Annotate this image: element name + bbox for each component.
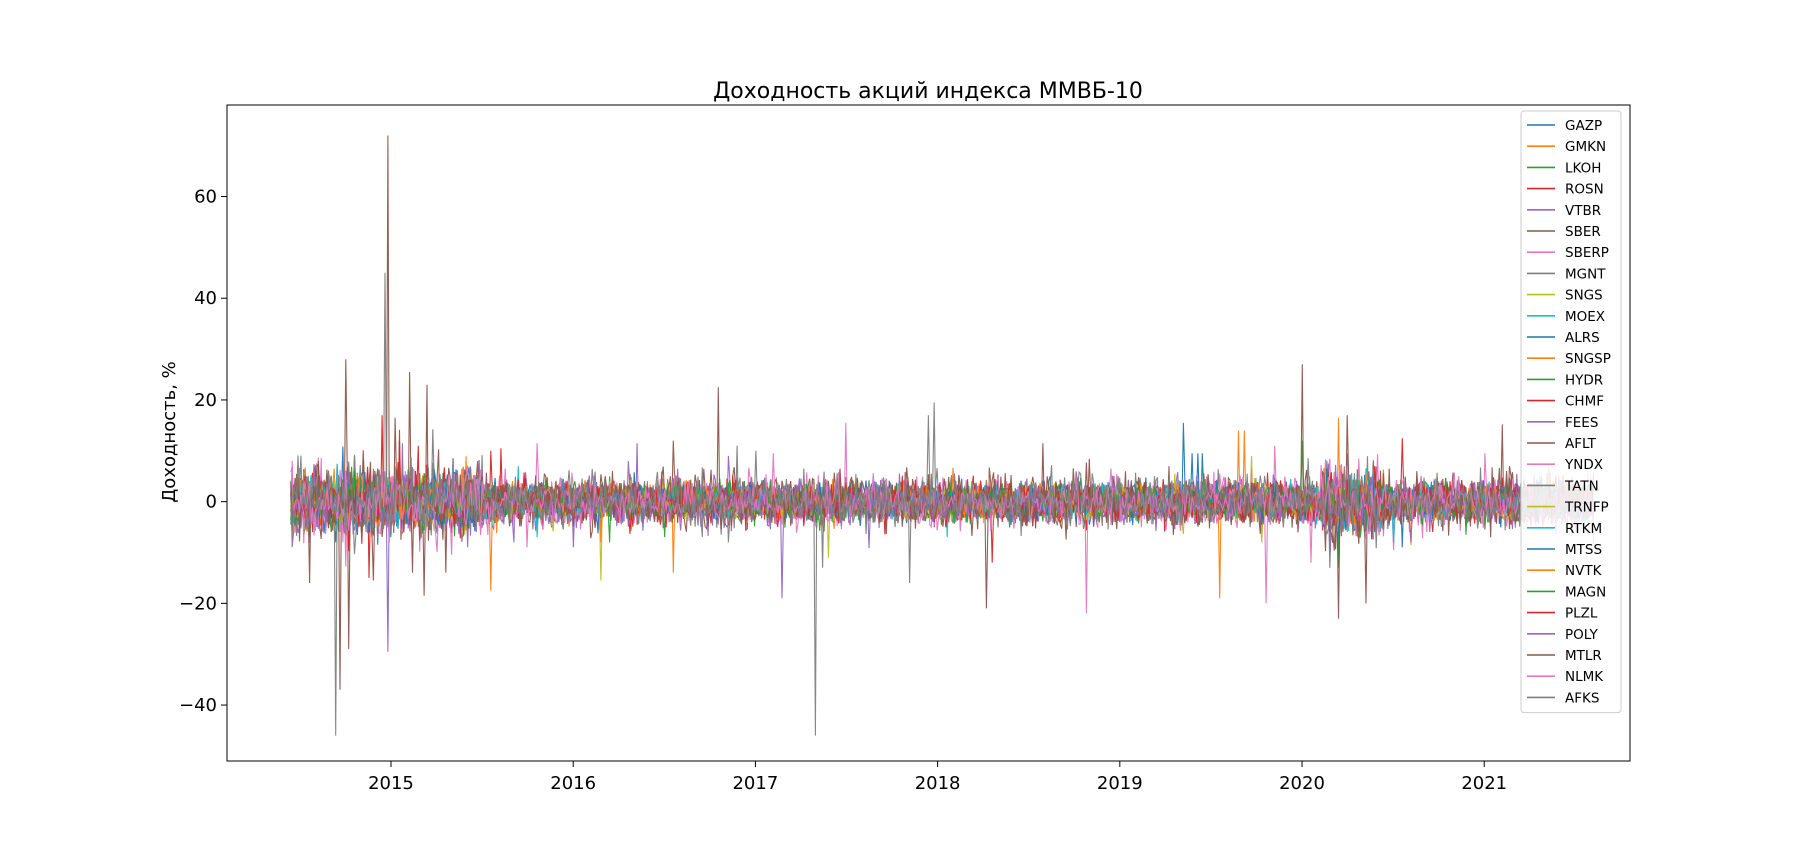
x-tick-label: 2019 bbox=[1097, 773, 1143, 794]
series-line-afks bbox=[290, 450, 1595, 554]
legend-label: SNGS bbox=[1565, 288, 1603, 304]
legend-label: PLZL bbox=[1565, 606, 1598, 622]
x-tick-label: 2018 bbox=[915, 773, 961, 794]
legend-label: MAGN bbox=[1565, 584, 1606, 600]
legend-label: POLY bbox=[1565, 627, 1598, 643]
legend-label: MTSS bbox=[1565, 542, 1602, 558]
x-tick-label: 2015 bbox=[368, 773, 414, 794]
legend-label: GMKN bbox=[1565, 139, 1606, 155]
legend-label: LKOH bbox=[1565, 160, 1601, 176]
y-tick-label: 60 bbox=[194, 187, 217, 208]
legend-label: AFKS bbox=[1565, 690, 1599, 706]
legend-box bbox=[1520, 110, 1622, 714]
legend-label: MOEX bbox=[1565, 309, 1605, 325]
legend-label: TRNFP bbox=[1564, 500, 1609, 516]
legend-label: ROSN bbox=[1565, 182, 1604, 198]
legend-label: YNDX bbox=[1564, 457, 1603, 473]
x-tick-label: 2016 bbox=[550, 773, 596, 794]
chart-title: Доходность акций индекса ММВБ-10 bbox=[713, 79, 1143, 104]
legend: GAZP GMKN LKOH ROSN VTBR SBER SBERP MGNT SNGS MOE… bbox=[1520, 110, 1622, 714]
legend-label: SBER bbox=[1565, 224, 1601, 240]
y-tick-label: 40 bbox=[194, 288, 217, 309]
legend-label: RTKM bbox=[1565, 521, 1602, 537]
legend-label: CHMF bbox=[1565, 394, 1604, 410]
legend-label: MGNT bbox=[1565, 266, 1606, 282]
legend-label: GAZP bbox=[1565, 118, 1602, 134]
y-axis-label: Доходность, % bbox=[159, 361, 180, 503]
legend-label: MTLR bbox=[1565, 648, 1602, 664]
legend-label: NLMK bbox=[1565, 669, 1604, 685]
legend-label: VTBR bbox=[1565, 203, 1601, 219]
legend-label: SNGSP bbox=[1565, 351, 1611, 367]
series-line-sber bbox=[290, 135, 1595, 690]
legend-label: NVTK bbox=[1565, 563, 1603, 579]
plot-frame bbox=[226, 104, 1631, 762]
x-tick-label: 2020 bbox=[1279, 773, 1325, 794]
legend-label: HYDR bbox=[1565, 372, 1603, 388]
x-tick-label: 2021 bbox=[1461, 773, 1507, 794]
y-tick-label: −20 bbox=[179, 593, 217, 614]
x-tick-label: 2017 bbox=[732, 773, 778, 794]
x-axis: 2015 2016 2017 2018 2019 2020 2021 bbox=[368, 761, 1507, 794]
series-lines bbox=[290, 135, 1595, 736]
legend-label: FEES bbox=[1565, 415, 1598, 431]
y-tick-label: 0 bbox=[206, 492, 217, 513]
legend-label: SBERP bbox=[1565, 245, 1609, 261]
legend-label: ALRS bbox=[1565, 330, 1600, 346]
legend-label: AFLT bbox=[1565, 436, 1597, 452]
y-axis: −40 −20 0 20 40 60 bbox=[179, 187, 227, 716]
y-tick-label: 20 bbox=[194, 390, 217, 411]
y-tick-label: −40 bbox=[179, 695, 217, 716]
legend-label: TATN bbox=[1564, 478, 1599, 494]
